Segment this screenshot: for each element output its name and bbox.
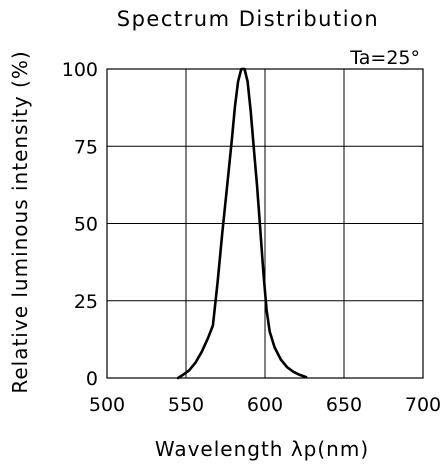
y-tick-label: 0 — [86, 368, 98, 390]
y-tick-label: 25 — [74, 291, 98, 313]
x-tick-label: 650 — [326, 394, 362, 416]
grid — [107, 69, 423, 378]
x-tick-label: 550 — [168, 394, 204, 416]
y-axis-label: Relative luminous intensity (%) — [8, 50, 32, 393]
x-tick-label: 700 — [405, 394, 441, 416]
chart-title: Spectrum Distribution — [117, 7, 379, 31]
x-tick-label: 600 — [247, 394, 283, 416]
y-tick-label: 75 — [74, 136, 98, 158]
temperature-annotation: Ta=25° — [349, 47, 420, 69]
x-tick-label: 500 — [89, 394, 125, 416]
y-tick-label: 50 — [74, 214, 98, 236]
x-axis-label: Wavelength λp(nm) — [155, 437, 369, 461]
plot-frame — [106, 68, 424, 379]
y-tick-label: 100 — [62, 59, 98, 81]
tick-labels: 500 550 600 650 700 0 25 50 75 100 — [62, 59, 441, 416]
